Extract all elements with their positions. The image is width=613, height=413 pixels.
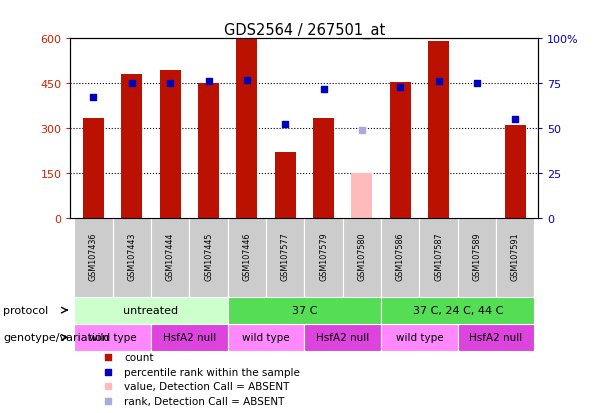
Point [89,95,99,102]
Point [242,77,252,84]
Text: GSM107579: GSM107579 [319,232,328,280]
Text: GSM107446: GSM107446 [242,232,251,280]
Point [319,86,329,93]
Bar [351,173,373,218]
Bar [504,126,526,218]
Bar [275,152,295,218]
Text: wild type: wild type [395,332,443,342]
Text: GSM107586: GSM107586 [396,232,405,280]
Text: untreated: untreated [123,305,178,316]
Bar [121,75,142,218]
Bar [198,84,219,218]
Bar [305,324,381,351]
Text: percentile rank within the sample: percentile rank within the sample [124,367,300,377]
Bar [305,218,343,297]
Bar [428,42,449,218]
Text: GSM107587: GSM107587 [434,232,443,280]
Point [280,122,290,128]
Bar [189,218,227,297]
Bar [381,324,458,351]
Text: GSM107589: GSM107589 [473,232,481,280]
Bar [113,218,151,297]
Text: wild type: wild type [242,332,290,342]
Bar [381,218,419,297]
Text: GSM107591: GSM107591 [511,232,520,280]
Point [127,81,137,87]
Bar [151,324,227,351]
Text: 37 C: 37 C [292,305,317,316]
Bar [313,118,334,218]
Bar [83,118,104,218]
Bar [159,71,181,218]
Bar [419,218,458,297]
Bar [236,39,257,218]
Text: genotype/variation: genotype/variation [3,332,109,342]
Point [166,81,175,87]
Text: HsfA2 null: HsfA2 null [470,332,523,342]
Text: GSM107443: GSM107443 [128,232,136,280]
Text: rank, Detection Call = ABSENT: rank, Detection Call = ABSENT [124,396,284,406]
Bar [496,218,535,297]
Text: GSM107445: GSM107445 [204,232,213,280]
Text: 37 C, 24 C, 44 C: 37 C, 24 C, 44 C [413,305,503,316]
Text: protocol: protocol [3,305,48,316]
Bar [151,218,189,297]
Point [357,127,367,134]
Bar [74,297,227,324]
Point [433,79,443,85]
Bar [458,324,535,351]
Bar [266,218,305,297]
Title: GDS2564 / 267501_at: GDS2564 / 267501_at [224,23,385,39]
Text: GSM107577: GSM107577 [281,232,290,280]
Bar [227,218,266,297]
Bar [390,83,411,218]
Bar [227,297,381,324]
Point [510,116,520,123]
Bar [74,218,113,297]
Text: GSM107436: GSM107436 [89,232,98,280]
Point [204,79,213,85]
Text: count: count [124,352,154,362]
Bar [343,218,381,297]
Text: HsfA2 null: HsfA2 null [316,332,369,342]
Bar [381,297,535,324]
Text: wild type: wild type [89,332,137,342]
Text: value, Detection Call = ABSENT: value, Detection Call = ABSENT [124,381,290,391]
Point [395,84,405,91]
Point [472,81,482,87]
Text: GSM107580: GSM107580 [357,232,367,280]
Bar [74,324,151,351]
Bar [227,324,305,351]
Bar [458,218,496,297]
Text: GSM107444: GSM107444 [166,232,175,280]
Text: HsfA2 null: HsfA2 null [162,332,216,342]
